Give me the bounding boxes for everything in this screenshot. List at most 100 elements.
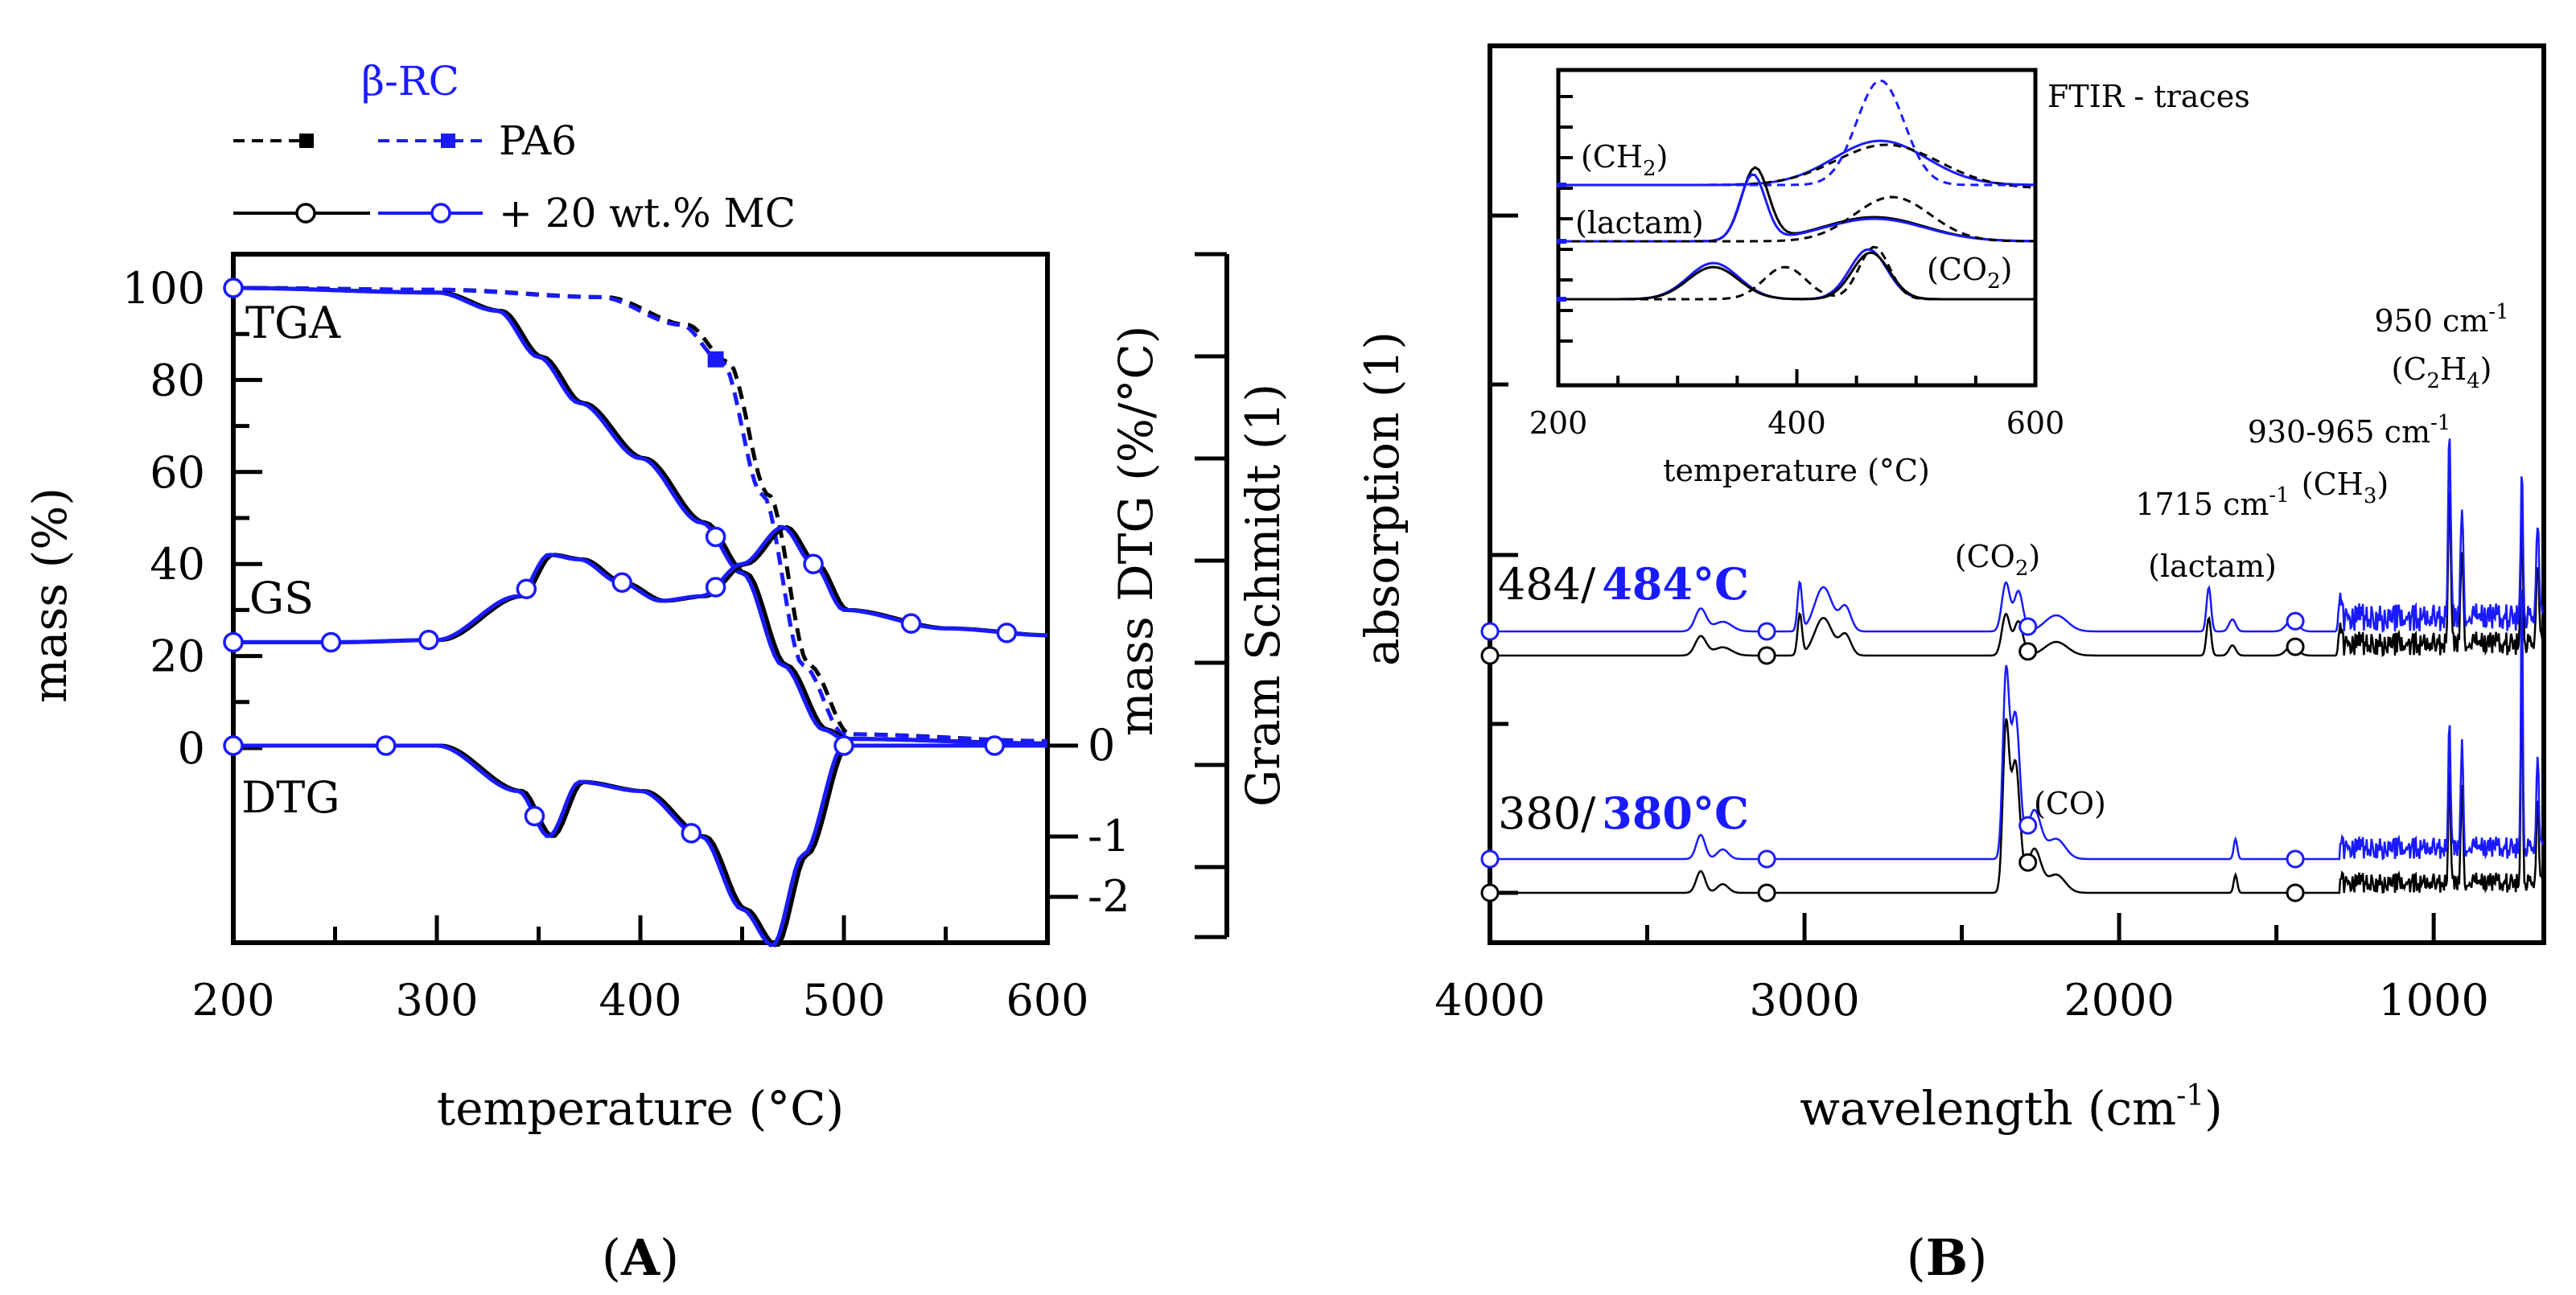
y-tick-label-a: 100 <box>122 263 205 314</box>
tga-mc-blue <box>233 286 1047 746</box>
inset: 200 400 600 FTIR - traces (CH2) (lactam) (… <box>1529 68 2250 488</box>
spectrum-marker <box>1480 646 1500 665</box>
dtg-tick-0: 0 <box>1088 720 1115 771</box>
marker-circle <box>681 823 702 844</box>
tga-pa6-blue <box>233 286 1047 743</box>
inset-axes: 200 400 600 <box>1529 95 2065 441</box>
panel-a: β-RC PA6 + 20 wt.% MC 0 20 40 60 80 100 200 30… <box>23 58 1290 1287</box>
ann-co2: (CO2) <box>1955 539 2040 581</box>
marker-circle <box>705 526 726 548</box>
spectrum-marker <box>1480 849 1500 869</box>
inset-x-tick-label: 200 <box>1529 405 1588 441</box>
x-tick-label-a: 200 <box>191 975 274 1026</box>
curves-a <box>223 278 1048 948</box>
spectrum-marker <box>2018 642 2038 661</box>
marker-circle <box>900 613 922 634</box>
curve-label-dtg: DTG <box>241 772 339 823</box>
tga-pa6-black <box>233 286 1047 743</box>
spectrum-label-484: 484/484°C <box>1498 558 1749 610</box>
inset-x-tick-label: 600 <box>2006 405 2065 441</box>
marker-circle <box>803 553 824 574</box>
spectrum-marker <box>1757 646 1776 665</box>
spectrum-484-blue <box>1490 438 2545 634</box>
spectrum-marker <box>1757 622 1776 641</box>
ylabel-mass: mass (%) <box>23 487 77 703</box>
marker-circle <box>223 278 244 298</box>
x-tick-label-a: 300 <box>395 975 478 1026</box>
spectrum-label-380: 380/380°C <box>1498 787 1749 839</box>
marker-circle <box>320 631 342 653</box>
tga-mc-black <box>233 286 1047 746</box>
ylabel-absorption: absorption (1) <box>1355 331 1409 666</box>
spectrum-marker <box>2018 617 2038 636</box>
inset-label-co2: (CO2) <box>1927 252 2012 294</box>
y-tick-label-a: 0 <box>178 723 205 774</box>
inset-label-ch2: (CH2) <box>1581 139 1668 181</box>
marker-circle <box>984 735 1005 756</box>
spectrum-marker <box>1757 883 1776 902</box>
inset-ch2-black <box>1558 143 2035 189</box>
x-tick-label-a: 400 <box>599 975 681 1026</box>
y-tick-label-a: 60 <box>150 447 205 498</box>
marker-circle <box>996 623 1018 643</box>
inset-frame <box>1556 68 2038 388</box>
marker-circle <box>705 577 726 598</box>
ann-930-965: 930-965 cm-1 <box>2248 411 2451 450</box>
legend-entry-pa6: PA6 <box>233 117 577 164</box>
inset-ch2-blue-dash <box>1558 79 2035 187</box>
marker-circle <box>833 735 854 756</box>
spectrum-marker <box>2286 883 2305 902</box>
x-tick-label-a: 600 <box>1006 975 1088 1026</box>
ann-ch3: (CH3) <box>2302 467 2389 508</box>
legend-label-mc: + 20 wt.% MC <box>499 190 796 236</box>
spectrum-marker <box>1480 622 1500 641</box>
x-axis-b: 4000 3000 2000 1000 <box>1434 913 2489 1026</box>
spectra <box>1480 438 2545 902</box>
dtg-tick-1: -1 <box>1088 811 1130 861</box>
curve-label-gs: GS <box>249 573 314 623</box>
plot-frame-a <box>231 252 1050 945</box>
inset-co2-black-dash <box>1558 245 2035 301</box>
legend-label-pa6: PA6 <box>499 117 577 164</box>
marker-circle <box>611 572 632 593</box>
gs-blue <box>233 524 1048 644</box>
x-tick-label-b: 2000 <box>2064 975 2174 1026</box>
spectrum-marker <box>1480 883 1500 902</box>
marker-square <box>707 351 724 368</box>
legend-entry-mc: + 20 wt.% MC <box>233 190 796 236</box>
x-axis-a: 200 300 400 500 600 <box>191 915 1089 1026</box>
panel-label-b: (B) <box>1907 1228 1988 1287</box>
spectrum-marker <box>1757 849 1776 869</box>
spectrum-marker <box>2286 849 2305 869</box>
inset-title: FTIR - traces <box>2047 79 2250 114</box>
marker-circle <box>516 578 537 599</box>
inset-x-tick-label: 400 <box>1767 405 1826 441</box>
inset-curves <box>1557 79 2035 302</box>
x-tick-label-b: 3000 <box>1749 975 1859 1026</box>
inset-lactam-blue <box>1558 173 2035 243</box>
inset-label-lactam: (lactam) <box>1575 205 1704 240</box>
panel-b: 4000 3000 2000 1000 absorption (1) waveleng… <box>1355 43 2546 1287</box>
ann-c2h4: (C2H4) <box>2392 352 2492 393</box>
spectrum-marker <box>2286 637 2305 656</box>
marker-circle <box>376 735 397 756</box>
y-tick-label-a: 80 <box>150 355 205 405</box>
spectrum-380-black <box>1490 650 2545 894</box>
spectrum-marker <box>2018 853 2038 872</box>
ann-lactam: (lactam) <box>2148 549 2277 584</box>
ylabel-dtg: mass DTG (%/°C) <box>1109 326 1163 737</box>
y-axis-left: 0 20 40 60 80 100 <box>122 263 262 774</box>
x-tick-label-a: 500 <box>802 975 885 1026</box>
dtg-black <box>233 743 1047 948</box>
x-tick-label-b: 1000 <box>2378 975 2488 1026</box>
legend-title: β-RC <box>361 58 459 105</box>
y-tick-label-a: 20 <box>150 631 205 682</box>
marker-circle <box>524 805 545 827</box>
spectrum-484-black <box>1490 491 2545 657</box>
y-axis-right: 0 -1 -2 <box>1047 252 1229 939</box>
spectrum-380-blue <box>1490 589 2545 861</box>
spectrum-marker <box>2018 816 2038 835</box>
inset-lactam-black-dash <box>1558 195 2035 243</box>
curve-label-tga: TGA <box>245 298 341 348</box>
